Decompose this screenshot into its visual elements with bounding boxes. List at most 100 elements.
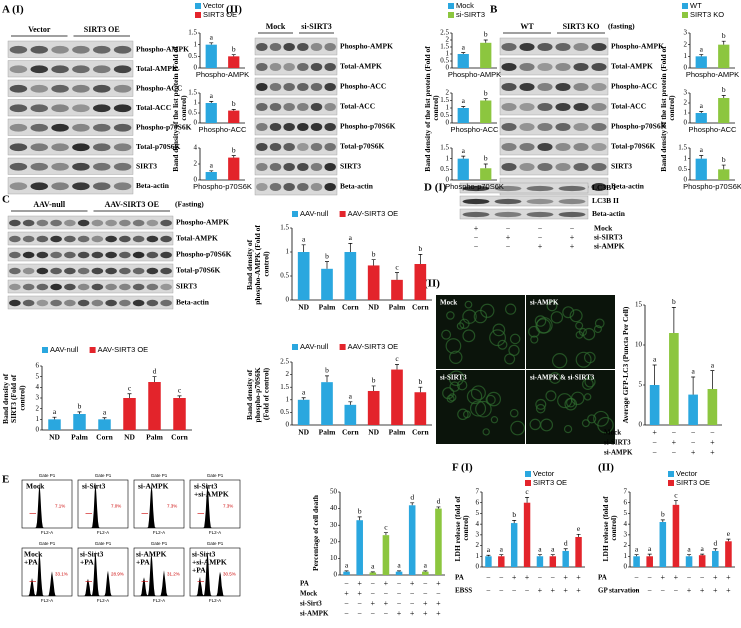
cell-signal xyxy=(534,315,547,327)
blot-band xyxy=(501,103,517,111)
cell-signal xyxy=(593,325,602,334)
legend-label: AAV-SIRT3 OE xyxy=(348,209,399,218)
cell-signal xyxy=(546,300,558,312)
blot-band xyxy=(283,163,295,171)
blot-band xyxy=(132,235,145,243)
blot-band xyxy=(132,219,145,227)
blot-band xyxy=(93,45,111,54)
y-tick-label: 0.5 xyxy=(280,272,289,280)
legend-label: Mock xyxy=(456,1,474,10)
condition-sign: − xyxy=(687,573,692,582)
blot-band xyxy=(9,162,28,171)
blot-band xyxy=(36,283,49,291)
y-tick-label: 1.5 xyxy=(440,144,449,152)
bar xyxy=(698,555,706,567)
condition-sign: + xyxy=(576,586,581,595)
blot-band xyxy=(324,123,336,131)
blot-row-label: SIRT3 xyxy=(136,161,157,170)
blot-row-label: Phospho-p70S6K xyxy=(136,122,192,131)
blot-band xyxy=(77,235,90,243)
sample-label: si-Sirt3 xyxy=(80,550,104,559)
sample-label: Mock xyxy=(24,550,43,559)
significance-letter: e xyxy=(727,529,731,538)
blot-band xyxy=(537,103,553,111)
panel-label: (II) xyxy=(598,462,614,474)
blot-band xyxy=(462,198,490,205)
condition-sign: − xyxy=(652,448,657,457)
x-axis-label: Phospho-p70S6K xyxy=(683,182,741,191)
blot-band xyxy=(555,103,571,111)
blot-band xyxy=(119,267,131,275)
blot-band xyxy=(9,267,21,275)
blot-band xyxy=(462,211,490,218)
y-tick-label: 3 xyxy=(36,394,40,402)
cell-signal xyxy=(504,303,517,315)
condition-sign: − xyxy=(344,599,349,608)
y-tick-label: 3 xyxy=(684,29,688,37)
condition-label: si-AMPK xyxy=(594,242,625,251)
blot-band xyxy=(113,182,132,191)
blot-band xyxy=(256,83,268,91)
cell-signal xyxy=(563,424,573,434)
blot-band xyxy=(269,103,282,111)
error-bar xyxy=(423,570,428,572)
condition-sign: + xyxy=(551,586,556,595)
condition-sign: − xyxy=(371,579,376,588)
x-tick-label: ND xyxy=(49,433,60,442)
bar xyxy=(297,399,310,425)
x-tick-label: ND xyxy=(298,428,309,437)
condition-sign: − xyxy=(691,438,696,447)
y-tick-label: 1.5 xyxy=(280,383,289,391)
blot-band xyxy=(283,83,295,91)
bar xyxy=(523,502,531,567)
blot-band xyxy=(91,251,104,259)
significance-letter: c xyxy=(395,354,399,363)
bar xyxy=(228,110,240,123)
blot-row-label: Phospho-AMPK xyxy=(176,218,229,227)
blot-band xyxy=(591,183,607,191)
significance-letter: a xyxy=(53,407,57,416)
cell-signal xyxy=(490,416,499,424)
bar xyxy=(707,389,718,425)
blot-row-label: LC3B II xyxy=(592,196,619,205)
x-axis-label: Phospho-ACC xyxy=(689,125,738,134)
condition-sign: − xyxy=(384,589,389,598)
bar xyxy=(712,550,719,567)
condition-sign: − xyxy=(506,242,511,251)
blot-band xyxy=(113,123,132,132)
bar xyxy=(549,556,557,567)
blot-band xyxy=(324,183,336,191)
condition-sign: + xyxy=(384,579,389,588)
bar xyxy=(457,158,469,180)
condition-sign: + xyxy=(674,573,679,582)
error-bar xyxy=(395,364,399,370)
blot-band xyxy=(555,143,571,151)
bar xyxy=(510,523,518,567)
y-tick-label: 1 xyxy=(286,248,290,256)
blot-band xyxy=(113,104,132,113)
bar xyxy=(367,390,380,425)
cell-signal xyxy=(570,391,585,406)
cell-signal xyxy=(508,344,520,357)
axis-label: FL2-A xyxy=(97,598,109,603)
bar xyxy=(356,520,363,575)
blot-band xyxy=(9,235,21,243)
condition-label: PA xyxy=(598,574,607,582)
blot-band xyxy=(297,143,309,151)
blot-band xyxy=(501,143,517,151)
bar xyxy=(391,369,403,425)
blot-band xyxy=(132,283,145,291)
panel-label: E xyxy=(2,474,9,486)
blot-band xyxy=(36,219,49,227)
blot-band xyxy=(256,123,268,131)
condition-sign: − xyxy=(647,573,652,582)
blot-band xyxy=(30,45,48,54)
blot-band xyxy=(22,299,35,307)
sample-label: +PA xyxy=(136,558,150,567)
histogram-frame xyxy=(77,479,129,529)
blot-band xyxy=(256,143,268,151)
blot-band xyxy=(72,104,90,113)
blot-band xyxy=(9,123,28,132)
blot-row-label: Phospho-ACC xyxy=(611,82,657,91)
cell-signal xyxy=(587,414,597,424)
